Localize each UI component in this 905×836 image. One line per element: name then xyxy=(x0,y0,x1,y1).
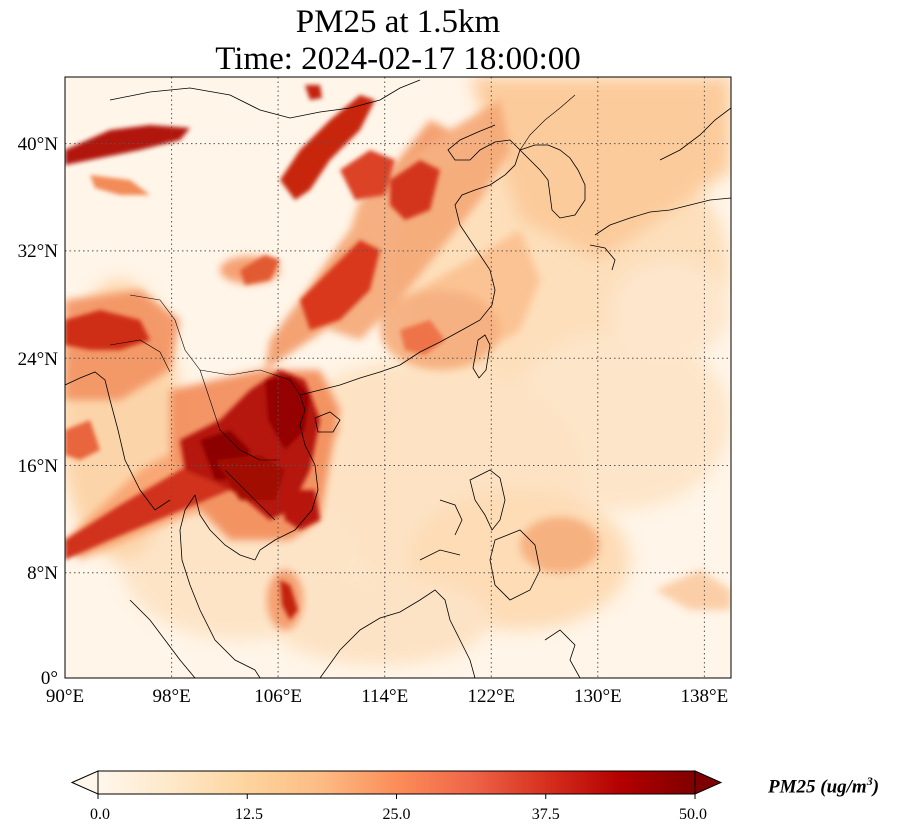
colorbar-tick-label: 50.0 xyxy=(679,806,707,823)
coastlines xyxy=(65,79,731,678)
gridlines xyxy=(65,77,731,678)
colorbar-tick-label: 37.5 xyxy=(532,806,560,823)
colorbar-extend-max xyxy=(694,770,723,795)
colorbar-tick-label: 0.0 xyxy=(90,806,110,823)
map-frame xyxy=(64,76,732,679)
lon-tick-label: 138°E xyxy=(681,686,729,707)
lat-tick-label: 16°N xyxy=(18,456,59,477)
colorbar-label: PM25 (ug/m3) xyxy=(768,774,880,798)
lon-tick-label: 90°E xyxy=(46,686,84,707)
lat-tick-labels: 0° 8°N 16°N 24°N 32°N 40°N xyxy=(18,134,59,689)
colorbar-tick-label: 12.5 xyxy=(235,806,263,823)
colorbar: 0.0 12.5 25.0 37.5 50.0 xyxy=(70,770,723,823)
colorbar-extend-min xyxy=(70,770,99,795)
pm25-field xyxy=(65,77,731,678)
colorbar-gradient xyxy=(98,771,695,794)
lat-tick-label: 32°N xyxy=(18,241,59,262)
lon-tick-label: 106°E xyxy=(254,686,302,707)
lat-tick-label: 8°N xyxy=(27,563,58,584)
lat-tick-label: 40°N xyxy=(18,134,59,155)
lon-tick-label: 114°E xyxy=(361,686,408,707)
lon-tick-label: 122°E xyxy=(467,686,515,707)
lat-tick-label: 24°N xyxy=(18,349,59,370)
lon-tick-labels: 90°E 98°E 106°E 114°E 122°E 130°E 138°E xyxy=(46,686,728,707)
lon-tick-label: 130°E xyxy=(574,686,622,707)
colorbar-tick-label: 25.0 xyxy=(383,806,411,823)
lat-tick-label: 0° xyxy=(41,668,58,689)
map-title: PM25 at 1.5km xyxy=(295,4,501,40)
lon-tick-label: 98°E xyxy=(152,686,190,707)
map-time: Time: 2024-02-17 18:00:00 xyxy=(215,41,581,77)
